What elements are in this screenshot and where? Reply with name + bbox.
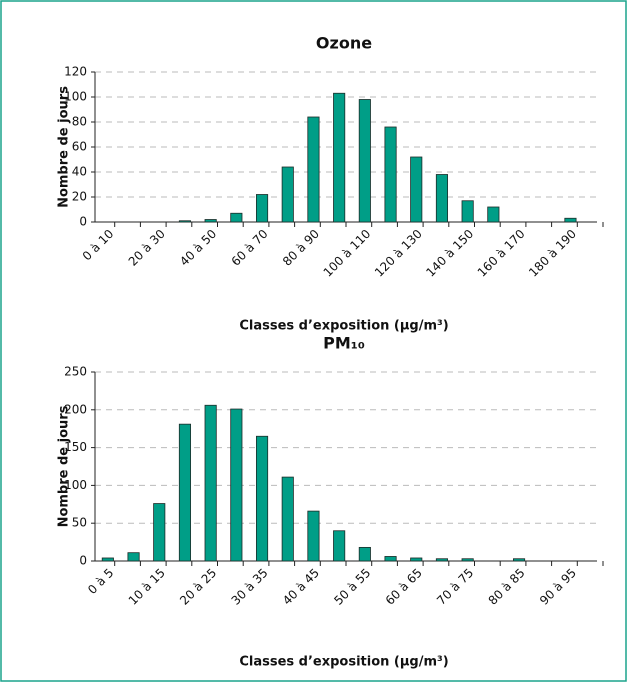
x-tick-label: 80 à 85 <box>486 566 528 608</box>
y-tick-label: 120 <box>64 65 87 79</box>
bar <box>333 530 346 562</box>
bar <box>461 200 474 223</box>
bar <box>435 558 449 562</box>
x-tick-label: 10 à 15 <box>126 566 168 608</box>
y-tick-label: 20 <box>72 190 87 204</box>
bar <box>178 220 192 223</box>
bar <box>204 219 217 223</box>
bar <box>435 174 449 223</box>
y-tick-label: 150 <box>64 440 87 454</box>
bar <box>230 408 243 562</box>
x-tick-label: 80 à 90 <box>280 227 322 269</box>
y-tick-label: 40 <box>72 165 87 179</box>
bar <box>333 92 346 223</box>
bar <box>127 552 140 562</box>
bar <box>153 503 166 562</box>
x-tick-label: 100 à 110 <box>321 227 374 280</box>
x-tick-label: 40 à 50 <box>177 227 219 269</box>
bar <box>230 212 243 223</box>
bar <box>307 510 320 562</box>
chart-title: PM₁₀ <box>323 334 365 353</box>
x-tick-label: 180 à 190 <box>526 227 579 280</box>
y-tick-label: 50 <box>72 516 87 530</box>
x-tick-label: 60 à 70 <box>229 227 271 269</box>
bar <box>307 116 320 223</box>
bar <box>487 206 500 223</box>
x-tick-label: 90 à 95 <box>537 566 579 608</box>
bar <box>255 435 269 562</box>
bar <box>384 126 397 223</box>
y-axis-label: Nombre de jours <box>57 405 72 527</box>
x-tick-label: 120 à 130 <box>372 227 425 280</box>
x-tick-label: 0 à 5 <box>85 566 116 597</box>
bar <box>564 217 577 223</box>
bar <box>384 556 397 562</box>
bar <box>410 156 423 223</box>
y-tick-label: 0 <box>79 554 87 568</box>
bar <box>255 194 269 223</box>
x-axis-label: Classes d’exposition (µg/m³) <box>239 319 448 334</box>
y-tick-label: 100 <box>64 478 87 492</box>
bar <box>461 558 474 562</box>
bar <box>204 404 217 562</box>
x-tick-label: 40 à 45 <box>280 566 322 608</box>
y-tick-label: 250 <box>64 365 87 379</box>
y-tick-label: 60 <box>72 140 87 154</box>
x-tick-label: 20 à 30 <box>126 227 168 269</box>
x-tick-label: 30 à 35 <box>229 566 271 608</box>
x-tick-label: 20 à 25 <box>177 566 219 608</box>
chart-title: Ozone <box>316 34 372 53</box>
bar <box>281 476 294 562</box>
y-tick-label: 100 <box>64 90 87 104</box>
bar <box>410 557 423 562</box>
y-tick-label: 200 <box>64 402 87 416</box>
bar <box>281 166 294 223</box>
x-tick-label: 160 à 170 <box>475 227 528 280</box>
bar <box>358 99 371 223</box>
x-tick-label: 70 à 75 <box>434 566 476 608</box>
y-tick-label: 0 <box>79 215 87 229</box>
x-tick-label: 50 à 55 <box>331 566 373 608</box>
x-tick-label: 60 à 65 <box>383 566 425 608</box>
bar <box>512 558 526 562</box>
bar <box>101 557 114 562</box>
x-tick-label: 0 à 10 <box>80 227 117 264</box>
bar <box>358 546 371 562</box>
y-axis-label: Nombre de jours <box>57 86 72 208</box>
bar <box>178 423 192 562</box>
y-tick-label: 80 <box>72 115 87 129</box>
x-axis-label: Classes d’exposition (µg/m³) <box>239 655 448 670</box>
x-tick-label: 140 à 150 <box>423 227 476 280</box>
